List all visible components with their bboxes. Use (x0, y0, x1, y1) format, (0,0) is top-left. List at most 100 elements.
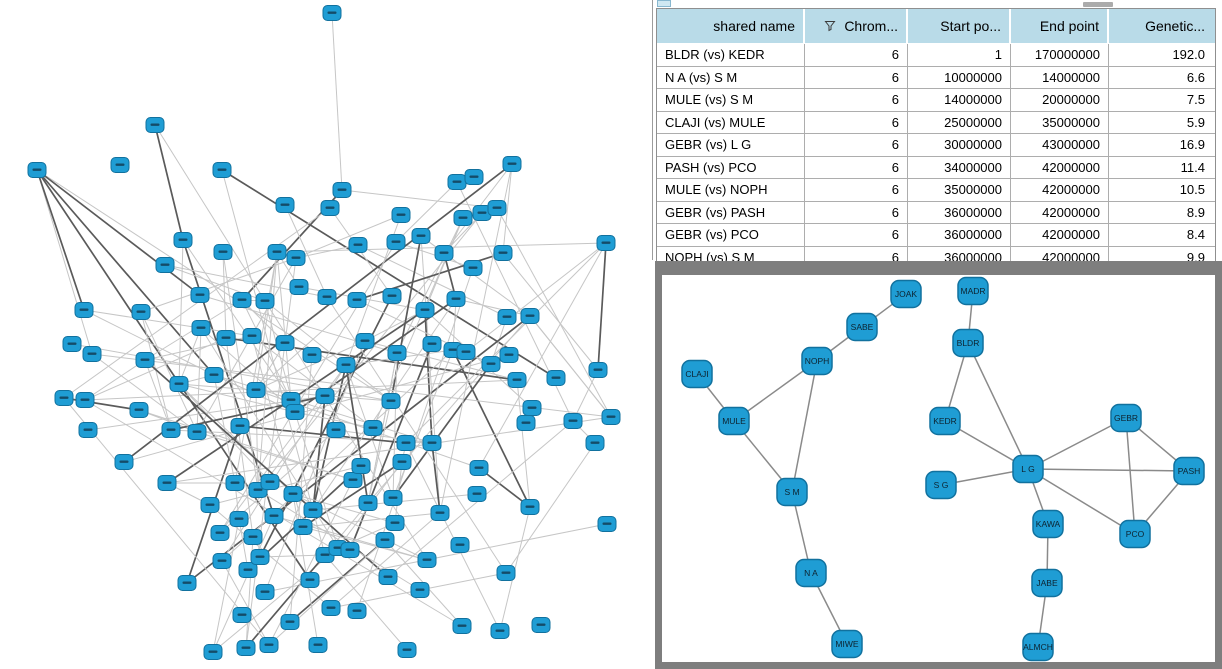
network-node[interactable] (358, 495, 378, 511)
network-edge[interactable] (138, 409, 354, 481)
table-row[interactable]: GEBR (vs) PASH 6 36000000 42000000 8.9 (657, 201, 1215, 224)
table-row[interactable]: GEBR (vs) L G 6 30000000 43000000 16.9 (657, 134, 1215, 157)
network-node[interactable] (229, 511, 249, 527)
network-node[interactable] (321, 600, 341, 616)
network-edge[interactable] (212, 515, 275, 653)
network-node[interactable] (326, 422, 346, 438)
network-node[interactable] (467, 486, 487, 502)
network-node[interactable] (225, 475, 245, 491)
network-node[interactable] (289, 279, 309, 295)
network-node[interactable] (264, 508, 284, 524)
network-node[interactable] (27, 162, 47, 178)
network-node[interactable] (62, 336, 82, 352)
network-node[interactable] (348, 237, 368, 253)
network-node[interactable] (546, 370, 566, 386)
network-node-miwe[interactable]: MIWE (831, 629, 863, 659)
network-edge[interactable] (1027, 468, 1190, 472)
table-cell[interactable]: 6 (805, 66, 908, 88)
network-edge[interactable] (178, 383, 271, 483)
network-node[interactable] (351, 458, 371, 474)
network-node-noph[interactable]: NOPH (801, 346, 833, 376)
network-edge[interactable] (349, 343, 433, 551)
network-node[interactable] (391, 207, 411, 223)
network-edge[interactable] (392, 349, 454, 499)
network-edge[interactable] (424, 309, 433, 444)
network-node[interactable] (259, 637, 279, 653)
network-node[interactable] (293, 519, 313, 535)
network-node[interactable] (232, 292, 252, 308)
table-cell[interactable]: 14000000 (1011, 66, 1109, 88)
network-edge[interactable] (419, 572, 507, 591)
network-edge[interactable] (123, 163, 513, 463)
table-cell[interactable]: 42000000 (1011, 156, 1109, 178)
network-node[interactable] (275, 335, 295, 351)
network-edge[interactable] (478, 242, 607, 469)
table-cell[interactable]: 6.6 (1186, 69, 1205, 85)
network-node[interactable] (422, 336, 442, 352)
network-edge[interactable] (1027, 417, 1127, 470)
network-node[interactable] (75, 392, 95, 408)
network-node[interactable] (340, 542, 360, 558)
table-row[interactable]: MULE (vs) S M 6 14000000 20000000 7.5 (657, 89, 1215, 112)
network-edge[interactable] (239, 425, 407, 444)
network-node[interactable] (446, 291, 466, 307)
network-node[interactable] (74, 302, 94, 318)
network-edge[interactable] (84, 379, 518, 401)
network-edge[interactable] (255, 340, 366, 391)
network-node[interactable] (157, 475, 177, 491)
network-edge[interactable] (166, 416, 612, 484)
network-node[interactable] (347, 292, 367, 308)
network-node[interactable] (375, 532, 395, 548)
network-edge[interactable] (178, 383, 296, 413)
network-edge[interactable] (324, 554, 408, 651)
table-cell[interactable]: 36000000 (908, 224, 1011, 246)
network-node[interactable] (303, 502, 323, 518)
network-node[interactable] (463, 260, 483, 276)
network-node-claji[interactable]: CLAJI (681, 359, 713, 389)
table-cell[interactable]: 6 (805, 111, 908, 133)
network-edge[interactable] (367, 400, 392, 504)
network-edge[interactable] (455, 298, 531, 317)
table-cell[interactable]: 42000000 (1011, 179, 1109, 201)
network-node-jabe[interactable]: JABE (1031, 568, 1063, 598)
table-cell[interactable]: 6 (805, 134, 908, 156)
network-node[interactable] (177, 575, 197, 591)
network-node[interactable] (596, 235, 616, 251)
network-node-madr[interactable]: MADR (957, 276, 989, 306)
table-cell[interactable]: 6 (805, 224, 908, 246)
network-node[interactable] (250, 549, 270, 565)
network-edge[interactable] (255, 299, 358, 391)
network-edge[interactable] (221, 169, 326, 556)
table-cell[interactable]: GEBR (vs) L G (657, 134, 805, 156)
network-node-mule[interactable]: MULE (718, 406, 750, 436)
network-edge[interactable] (222, 251, 227, 339)
network-node[interactable] (204, 367, 224, 383)
network-node[interactable] (236, 640, 256, 656)
network-node[interactable] (255, 584, 275, 600)
table-row[interactable]: BLDR (vs) KEDR 6 1 170000000 192.0 (657, 44, 1215, 67)
table-cell[interactable]: 6 (805, 89, 908, 111)
network-edge[interactable] (222, 251, 259, 491)
column-header-4[interactable]: Genetic... (1109, 9, 1213, 43)
network-edge[interactable] (465, 242, 607, 353)
network-node[interactable] (516, 415, 536, 431)
network-edge[interactable] (1125, 417, 1136, 535)
column-header-0[interactable]: shared name (657, 9, 805, 43)
network-node[interactable] (232, 607, 252, 623)
network-node-s-g[interactable]: S G (925, 470, 957, 500)
table-cell[interactable]: 14000000 (908, 89, 1011, 111)
network-node[interactable] (216, 330, 236, 346)
network-node-pash[interactable]: PASH (1173, 456, 1205, 486)
network-edge[interactable] (1027, 468, 1136, 535)
network-edge[interactable] (212, 518, 240, 653)
network-node[interactable] (464, 169, 484, 185)
table-cell[interactable]: 1 (908, 44, 1011, 66)
network-node[interactable] (131, 304, 151, 320)
network-node[interactable] (385, 515, 405, 531)
network-node[interactable] (187, 424, 207, 440)
network-node-s-m[interactable]: S M (776, 477, 808, 507)
network-view-filtered[interactable]: JOAK MADR SABE NOPH BLDR CLAJI MULE KEDR GEBR L G… (655, 261, 1222, 669)
table-row[interactable]: GEBR (vs) PCO 6 36000000 42000000 8.4 (657, 224, 1215, 247)
network-node[interactable] (190, 287, 210, 303)
network-node[interactable] (317, 289, 337, 305)
